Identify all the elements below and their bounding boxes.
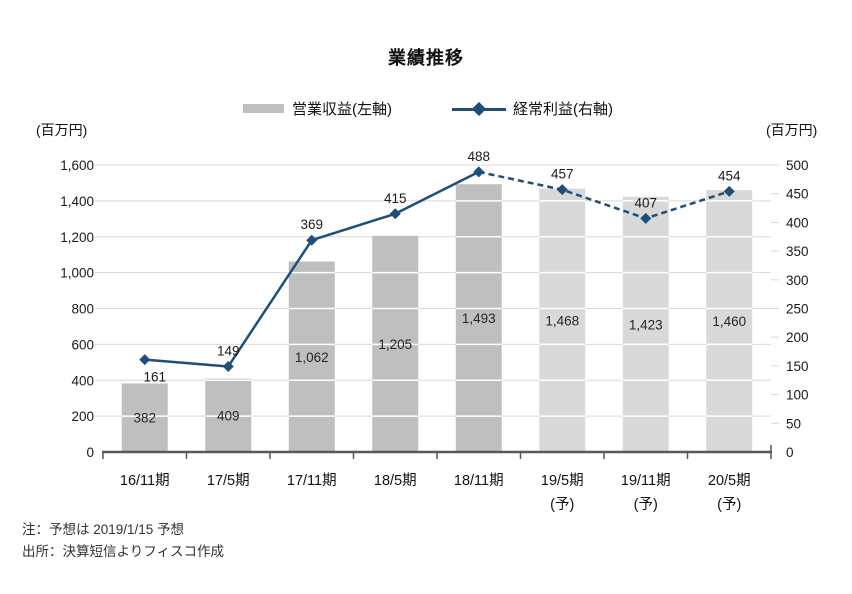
right-axis-label: 150 [786, 359, 809, 374]
left-axis-label: 1,000 [60, 266, 94, 281]
right-axis-label: 100 [786, 388, 809, 403]
bar-1 [205, 378, 252, 452]
legend-item-profit: 経常利益(右軸) [452, 98, 613, 119]
bar-value-label: 382 [133, 411, 156, 426]
category-label: 19/11期 [621, 472, 671, 489]
line-diamond-swatch-icon [452, 101, 506, 116]
category-label: 17/5期 [207, 472, 250, 489]
bar-swatch-icon [243, 104, 284, 113]
category-sub-label: (予) [550, 496, 574, 513]
bar-value-label: 1,468 [545, 313, 579, 328]
left-axis-label: 1,600 [60, 158, 94, 173]
footnote-source: 出所：決算短信よりフィスコ作成 [22, 544, 224, 559]
legend-label-revenue: 営業収益(左軸) [292, 101, 392, 118]
bar-value-label: 1,493 [462, 311, 496, 326]
left-axis-label: 0 [86, 445, 94, 460]
line-marker-diamond [139, 354, 151, 366]
line-marker-diamond [556, 184, 568, 196]
category-label: 18/11期 [454, 472, 504, 489]
line-value-label: 488 [467, 149, 490, 164]
right-axis-label: 50 [786, 416, 801, 431]
bar-value-label: 1,062 [295, 350, 329, 365]
left-axis-unit: (百万円) [36, 122, 88, 138]
footnote-forecast: 注：予想は 2019/1/15 予想 [22, 522, 185, 537]
category-label: 20/5期 [708, 472, 751, 489]
bar-7 [706, 190, 753, 453]
category-label: 18/5期 [374, 472, 417, 489]
category-sub-label: (予) [717, 496, 741, 513]
legend-item-revenue: 営業収益(左軸) [243, 98, 392, 119]
bar-value-label: 1,460 [712, 314, 746, 329]
right-axis-unit: (百万円) [766, 122, 818, 138]
category-label: 17/11期 [287, 472, 337, 489]
right-axis-label: 250 [786, 302, 809, 317]
line-marker-diamond [389, 208, 401, 220]
category-sub-label: (予) [634, 496, 658, 513]
left-axis-label: 1,400 [60, 194, 94, 209]
line-marker-diamond [723, 185, 735, 197]
left-axis-label: 400 [71, 373, 94, 388]
bar-value-label: 1,205 [378, 337, 412, 352]
footnotes: 注：予想は 2019/1/15 予想 出所：決算短信よりフィスコ作成 [22, 519, 224, 563]
bar-2 [288, 261, 335, 452]
right-axis-label: 200 [786, 330, 809, 345]
line-marker-diamond [222, 360, 234, 372]
category-label: 19/5期 [541, 472, 584, 489]
bar-5 [539, 188, 586, 453]
left-axis-label: 200 [71, 409, 94, 424]
line-value-label: 149 [217, 343, 240, 358]
legend-label-profit: 経常利益(右軸) [513, 101, 613, 118]
bar-0 [121, 383, 168, 452]
bar-6 [622, 196, 669, 452]
chart-title: 業績推移 [388, 48, 464, 68]
line-marker-diamond [473, 166, 485, 178]
left-axis-label: 1,200 [60, 230, 94, 245]
right-axis-label: 300 [786, 273, 809, 288]
line-value-label: 407 [634, 195, 657, 210]
line-value-label: 161 [143, 370, 166, 385]
bar-value-label: 1,423 [629, 317, 663, 332]
line-value-label: 454 [718, 168, 741, 183]
right-axis-label: 450 [786, 187, 809, 202]
line-value-label: 457 [551, 167, 574, 182]
bar-4 [455, 184, 502, 453]
line-marker-diamond [640, 212, 652, 224]
line-value-label: 369 [300, 217, 323, 232]
legend: 営業収益(左軸) 経常利益(右軸) [0, 98, 852, 120]
left-axis-label: 800 [71, 302, 94, 317]
right-axis-label: 500 [786, 158, 809, 173]
profit-line-dashed [478, 170, 730, 220]
right-axis-label: 350 [786, 244, 809, 259]
bar-value-label: 409 [217, 408, 240, 423]
right-axis-label: 400 [786, 215, 809, 230]
right-axis-label: 0 [786, 445, 794, 460]
category-label: 16/11期 [120, 472, 170, 489]
line-value-label: 415 [384, 191, 407, 206]
line-marker-diamond [306, 234, 318, 246]
left-axis-label: 600 [71, 337, 94, 352]
